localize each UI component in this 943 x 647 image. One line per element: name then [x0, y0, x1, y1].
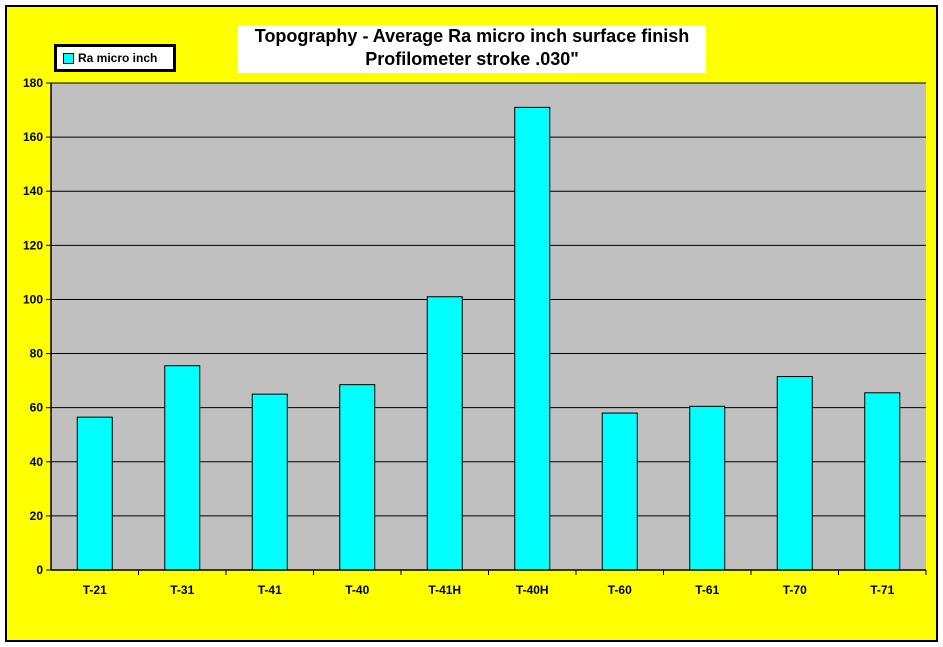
x-tick-label: T-60 — [608, 583, 632, 597]
bar — [339, 384, 376, 571]
x-tick-label: T-41H — [428, 583, 461, 597]
x-tick-label: T-31 — [170, 583, 194, 597]
y-tick-label: 40 — [30, 455, 44, 469]
bar — [164, 365, 201, 571]
y-tick-label: 160 — [23, 130, 43, 144]
legend-swatch — [63, 52, 74, 64]
y-tick-label: 0 — [36, 563, 43, 577]
bar — [689, 405, 726, 571]
bar — [776, 376, 813, 571]
legend-label: Ra micro inch — [78, 51, 158, 65]
y-tick-label: 140 — [23, 184, 43, 198]
chart-legend: Ra micro inch — [54, 44, 176, 72]
x-tick-label: T-61 — [695, 583, 719, 597]
x-tick-label: T-70 — [783, 583, 807, 597]
chart-title: Topography - Average Ra micro inch surfa… — [254, 26, 690, 46]
bar — [601, 412, 638, 571]
x-tick-label: T-21 — [83, 583, 107, 597]
x-tick-label: T-41 — [258, 583, 282, 597]
y-tick-label: 100 — [23, 292, 43, 306]
chart-title-box: Topography - Average Ra micro inch surfa… — [238, 25, 706, 73]
bar — [864, 392, 901, 571]
bar — [514, 106, 551, 571]
y-tick-label: 180 — [23, 76, 43, 90]
y-tick-label: 80 — [30, 347, 44, 361]
x-tick-label: T-40 — [345, 583, 369, 597]
y-tick-label: 120 — [23, 238, 43, 252]
x-tick-label: T-71 — [870, 583, 894, 597]
bar — [76, 416, 113, 571]
x-tick-label: T-40H — [516, 583, 549, 597]
y-tick-label: 20 — [30, 509, 44, 523]
bar — [426, 296, 463, 571]
y-tick-label: 60 — [30, 401, 44, 415]
chart-subtitle: Profilometer stroke .030" — [365, 49, 579, 69]
bar — [251, 393, 288, 571]
